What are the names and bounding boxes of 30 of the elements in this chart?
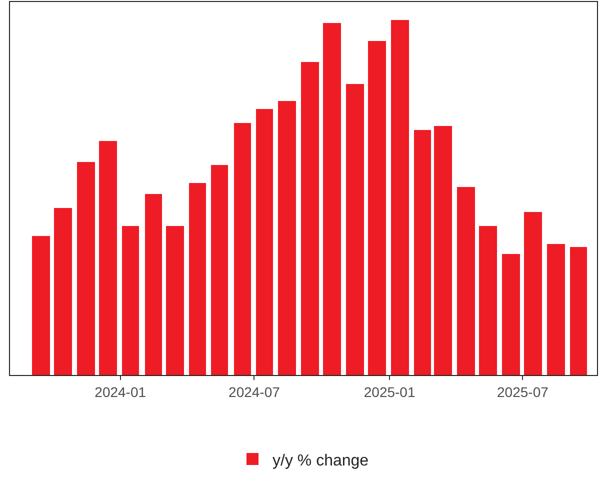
bar	[145, 194, 162, 375]
x-tick-label: 2025-07	[497, 384, 549, 400]
bar	[256, 109, 273, 375]
bar	[414, 130, 431, 375]
bar	[32, 236, 50, 375]
bar	[166, 226, 184, 375]
bar	[211, 165, 228, 375]
x-tick-label: 2025-01	[364, 384, 416, 400]
bar	[524, 212, 542, 375]
bar	[502, 254, 520, 375]
bar	[391, 20, 409, 375]
bar	[368, 41, 386, 375]
x-tick-label: 2024-07	[228, 384, 280, 400]
bar	[122, 226, 139, 375]
bar	[346, 84, 364, 375]
bar	[99, 141, 117, 375]
bar	[547, 244, 565, 375]
bar	[570, 247, 587, 375]
x-tick-label: 2024-01	[94, 384, 146, 400]
legend-label: y/y % change	[272, 452, 369, 470]
bar	[434, 126, 452, 375]
bar	[301, 62, 319, 375]
bar	[234, 123, 251, 375]
bar	[323, 23, 341, 375]
bar	[77, 162, 95, 375]
bar	[189, 183, 206, 375]
bar	[479, 226, 497, 375]
bar	[278, 101, 296, 375]
bar	[54, 208, 72, 375]
bar	[457, 187, 475, 375]
